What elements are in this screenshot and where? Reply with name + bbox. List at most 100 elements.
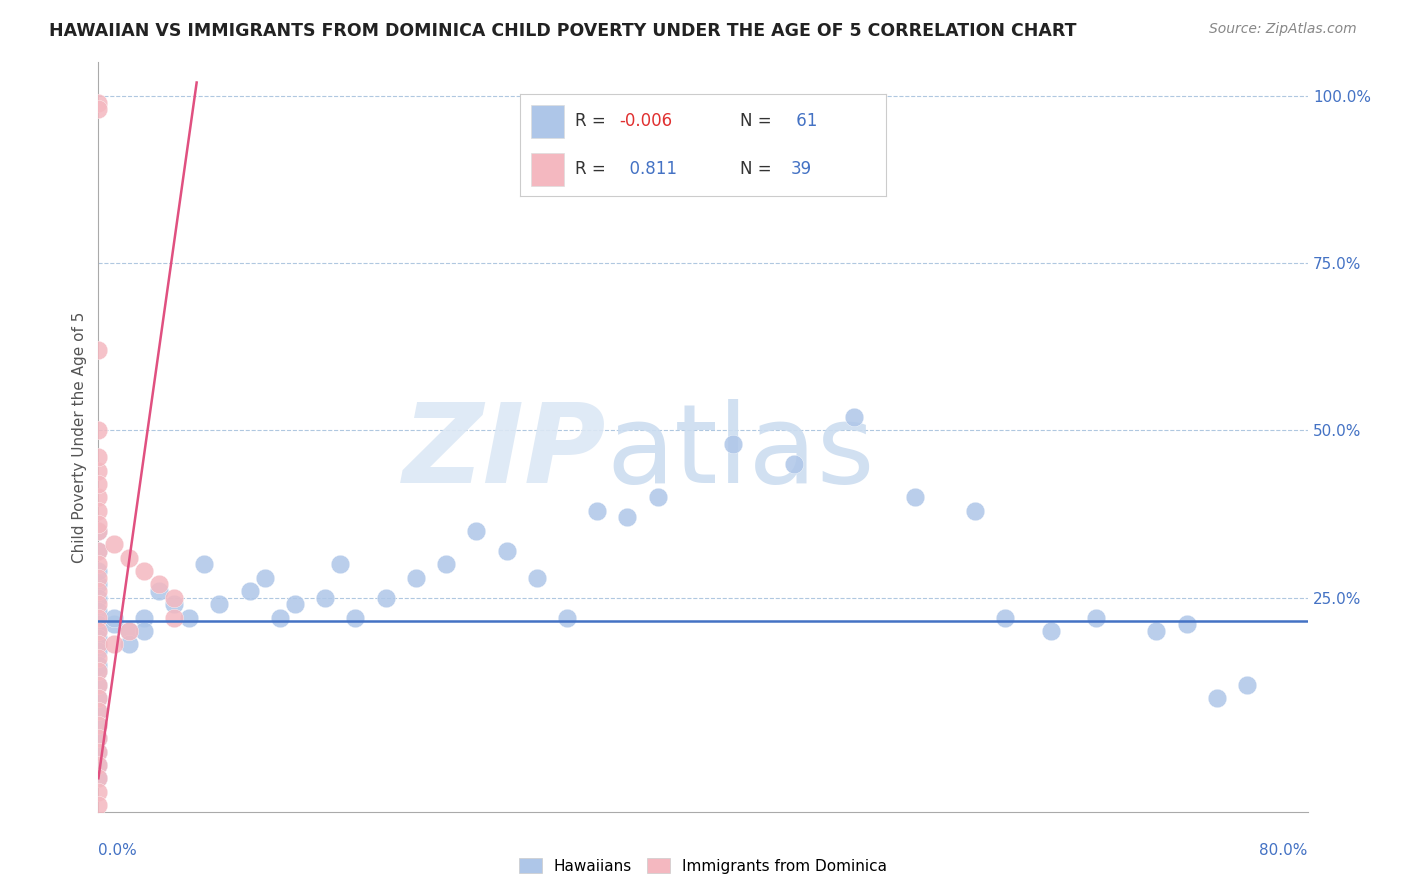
Text: 80.0%: 80.0% [1260, 843, 1308, 858]
Point [434, 557, 457, 572]
Point [87, 577, 110, 591]
Point [405, 571, 427, 585]
Point [87, 744, 110, 758]
Point [132, 611, 155, 625]
Point [87, 678, 110, 692]
Text: N =: N = [740, 112, 776, 130]
Point [87, 424, 110, 438]
Bar [531, 153, 564, 186]
Point [87, 771, 110, 786]
Point [87, 758, 110, 772]
Text: N =: N = [740, 160, 776, 178]
Point [87, 95, 110, 110]
Point [783, 457, 806, 471]
Point [87, 571, 110, 585]
Point [1236, 678, 1258, 692]
Point [87, 637, 110, 651]
Point [87, 717, 110, 731]
Point [87, 690, 110, 705]
Point [87, 651, 110, 665]
Point [374, 591, 396, 605]
Point [526, 571, 548, 585]
Point [179, 611, 201, 625]
Point [87, 771, 110, 786]
Text: HAWAIIAN VS IMMIGRANTS FROM DOMINICA CHILD POVERTY UNDER THE AGE OF 5 CORRELATIO: HAWAIIAN VS IMMIGRANTS FROM DOMINICA CHI… [49, 22, 1077, 40]
Point [87, 617, 110, 632]
Point [87, 717, 110, 731]
Bar [531, 105, 564, 137]
Point [87, 758, 110, 772]
Point [1175, 617, 1198, 632]
Point [87, 464, 110, 478]
Point [994, 611, 1017, 625]
Point [87, 690, 110, 705]
Point [87, 343, 110, 358]
Point [163, 598, 186, 612]
Point [87, 543, 110, 558]
Point [103, 611, 125, 625]
Point [87, 624, 110, 639]
Point [87, 490, 110, 504]
Point [87, 604, 110, 618]
Point [87, 624, 110, 639]
Text: 61: 61 [790, 112, 817, 130]
Point [465, 524, 488, 538]
Text: R =: R = [575, 160, 612, 178]
Point [148, 584, 170, 599]
Point [87, 664, 110, 679]
Point [586, 503, 609, 517]
Point [616, 510, 638, 524]
Text: Source: ZipAtlas.com: Source: ZipAtlas.com [1209, 22, 1357, 37]
Point [1144, 624, 1167, 639]
Point [87, 591, 110, 605]
Point [555, 611, 578, 625]
Point [87, 644, 110, 658]
Point [87, 557, 110, 572]
Point [87, 584, 110, 599]
Point [118, 624, 141, 639]
Point [132, 564, 155, 578]
Point [103, 617, 125, 632]
Point [253, 571, 276, 585]
Point [87, 785, 110, 799]
Point [1039, 624, 1062, 639]
Point [647, 490, 669, 504]
Point [87, 705, 110, 719]
Point [314, 591, 336, 605]
Point [87, 611, 110, 625]
Point [844, 410, 866, 425]
Point [87, 631, 110, 645]
Text: R =: R = [575, 112, 612, 130]
Point [87, 450, 110, 464]
Point [148, 577, 170, 591]
Point [193, 557, 215, 572]
Point [87, 598, 110, 612]
Point [1085, 611, 1108, 625]
Text: ZIP: ZIP [402, 399, 606, 506]
Point [163, 611, 186, 625]
Text: 39: 39 [790, 160, 811, 178]
Point [87, 744, 110, 758]
Point [329, 557, 352, 572]
Text: atlas: atlas [606, 399, 875, 506]
Point [87, 524, 110, 538]
Point [87, 564, 110, 578]
Point [163, 591, 186, 605]
Point [87, 664, 110, 679]
Point [87, 731, 110, 746]
Point [87, 517, 110, 532]
Point [87, 678, 110, 692]
Point [87, 543, 110, 558]
Point [87, 798, 110, 813]
Point [87, 102, 110, 116]
Point [87, 705, 110, 719]
Legend: Hawaiians, Immigrants from Dominica: Hawaiians, Immigrants from Dominica [512, 852, 894, 880]
Point [495, 543, 517, 558]
Point [269, 611, 291, 625]
Point [103, 637, 125, 651]
Text: 0.811: 0.811 [619, 160, 676, 178]
Point [208, 598, 231, 612]
Point [132, 624, 155, 639]
Point [87, 731, 110, 746]
Y-axis label: Child Poverty Under the Age of 5: Child Poverty Under the Age of 5 [72, 311, 87, 563]
